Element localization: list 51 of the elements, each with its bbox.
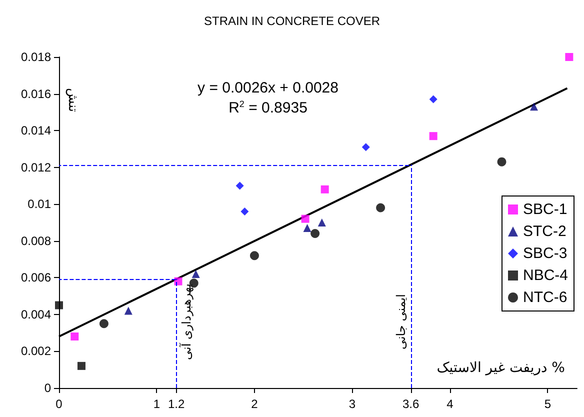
- y-tick-label: 0.004: [20, 307, 52, 322]
- point: [376, 203, 386, 212]
- point: [301, 214, 310, 223]
- point: [429, 95, 438, 104]
- legend-label: SBC-1: [522, 201, 568, 218]
- x-tick-label: 2: [251, 397, 258, 411]
- point: [55, 301, 63, 310]
- point: [565, 53, 574, 61]
- point: [429, 132, 438, 140]
- annotation: y = 0.0026x + 0.0028: [198, 80, 338, 96]
- point: [236, 182, 244, 190]
- x-tick-label: 3.6: [402, 397, 420, 411]
- y-tick-label: 0.018: [20, 50, 52, 64]
- point: [99, 319, 108, 328]
- y-tick-label: 0.006: [20, 270, 52, 285]
- x-tick-label: 1.2: [168, 397, 185, 411]
- chart-title: STRAIN IN CONCRETE COVER: [204, 14, 380, 28]
- point: [77, 362, 86, 370]
- x-tick-label: 3: [348, 397, 356, 411]
- point: [240, 207, 249, 216]
- x-tick-label: 4: [446, 397, 454, 411]
- y-tick-label: 0.008: [20, 234, 52, 248]
- point: [310, 229, 320, 238]
- point: [250, 251, 259, 260]
- point: [497, 157, 506, 166]
- ref-line-label: بهرهبرداری آنی: [178, 284, 194, 360]
- legend-label: NTC-6: [522, 289, 568, 306]
- y-tick-label: 0.012: [20, 160, 52, 174]
- y-tick-label: 0.016: [20, 86, 52, 101]
- point: [70, 332, 79, 341]
- legend-label: NBC-4: [522, 267, 568, 284]
- legend-label: SBC-3: [522, 245, 568, 262]
- x-tick-label: 1: [153, 397, 160, 411]
- point: [318, 218, 326, 226]
- y-axis-title: تنش: [65, 88, 80, 112]
- point: [362, 143, 370, 152]
- x-tick-label: 5: [544, 397, 552, 411]
- y-tick-label: 0.002: [20, 344, 52, 358]
- point: [320, 185, 329, 194]
- point: [124, 306, 132, 315]
- point: [174, 277, 182, 286]
- x-tick-label: 0: [56, 397, 63, 411]
- legend-label: STC-2: [522, 223, 566, 240]
- y-tick-label: 0: [44, 381, 52, 395]
- x-axis-title: دریفت غیر الاستیک %: [436, 360, 565, 376]
- y-tick-label: 0.014: [20, 124, 52, 138]
- y-tick-label: 0.01: [28, 197, 52, 212]
- point: [192, 270, 200, 278]
- point: [530, 102, 538, 111]
- point: [303, 224, 312, 232]
- ref-line-label: ایمنی جانی: [394, 294, 408, 350]
